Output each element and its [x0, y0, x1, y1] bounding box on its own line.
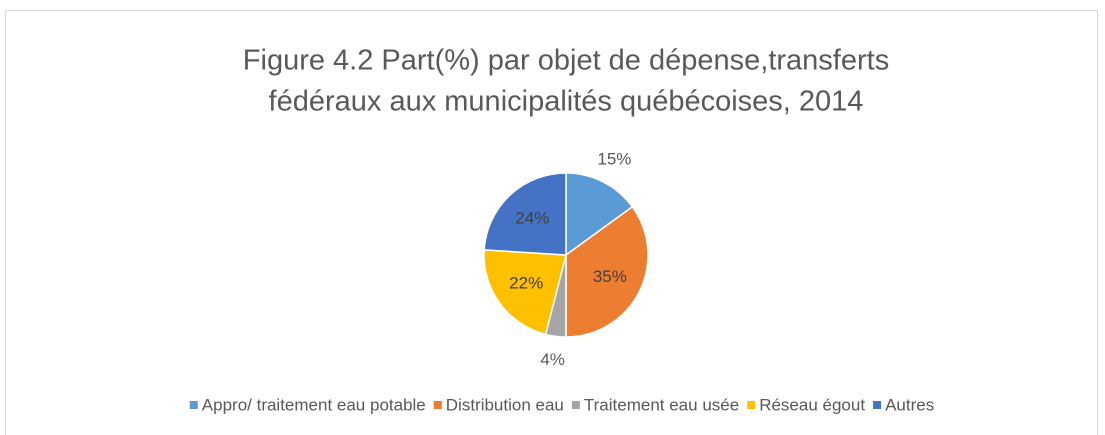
- pie-slice: [565, 205, 649, 338]
- legend-label: Réseau égout: [759, 395, 865, 414]
- legend-swatch: [873, 401, 882, 409]
- data-label: 22%: [509, 273, 543, 292]
- legend-label: Traitement eau usée: [584, 395, 739, 414]
- legend-swatch: [433, 401, 442, 409]
- data-label: 4%: [540, 350, 565, 369]
- legend-label: Distribution eau: [446, 395, 564, 414]
- pie-slice: [565, 172, 634, 257]
- pie-slice: [483, 249, 567, 336]
- legend-label: Autres: [885, 395, 934, 414]
- data-label: 15%: [597, 150, 631, 169]
- legend-swatch: [747, 401, 756, 409]
- data-label: 24%: [515, 209, 549, 228]
- legend-label: Appro/ traitement eau potable: [202, 395, 426, 414]
- legend-swatch: [571, 401, 580, 409]
- chart-title: fédéraux aux municipalités québécoises, …: [269, 86, 864, 118]
- pie-slice: [483, 172, 567, 256]
- chart-title: Figure 4.2 Part(%) par objet de dépense,…: [243, 45, 889, 77]
- legend-swatch: [189, 401, 198, 409]
- data-label: 35%: [593, 267, 627, 286]
